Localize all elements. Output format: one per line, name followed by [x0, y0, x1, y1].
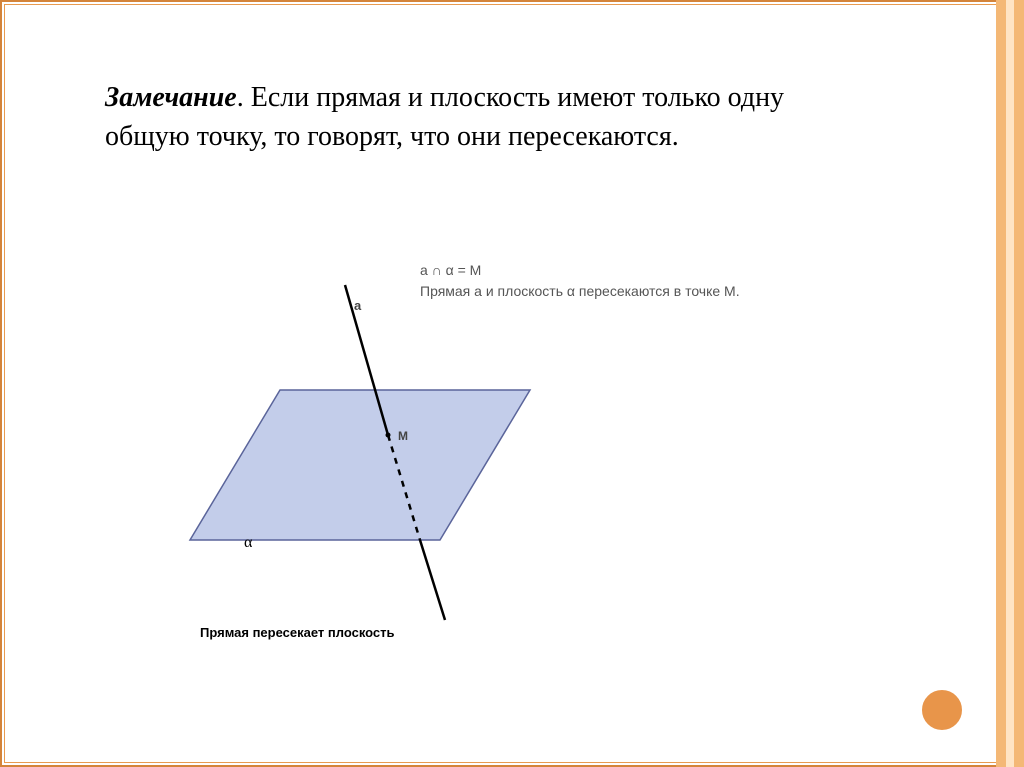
stripe-segment [1006, 0, 1014, 767]
stripe-segment [1014, 0, 1024, 767]
plane-label: α [244, 534, 252, 552]
right-stripe-decoration [994, 0, 1024, 767]
stripe-segment [996, 0, 1006, 767]
line-label: a [354, 298, 362, 313]
main-text-block: Замечание. Если прямая и плоскость имеют… [105, 78, 805, 156]
corner-decoration-circle [920, 688, 964, 732]
heading-emphasis: Замечание [105, 82, 237, 113]
diagram-caption: Прямая пересекает плоскость [200, 625, 395, 640]
point-label: M [398, 429, 408, 443]
line-lower-segment [420, 540, 445, 620]
diagram-container: a ∩ α = M Прямая a и плоскость α пересек… [160, 260, 860, 640]
intersection-point [386, 433, 391, 438]
geometry-diagram: a M [160, 260, 580, 640]
plane-shape [190, 390, 530, 540]
